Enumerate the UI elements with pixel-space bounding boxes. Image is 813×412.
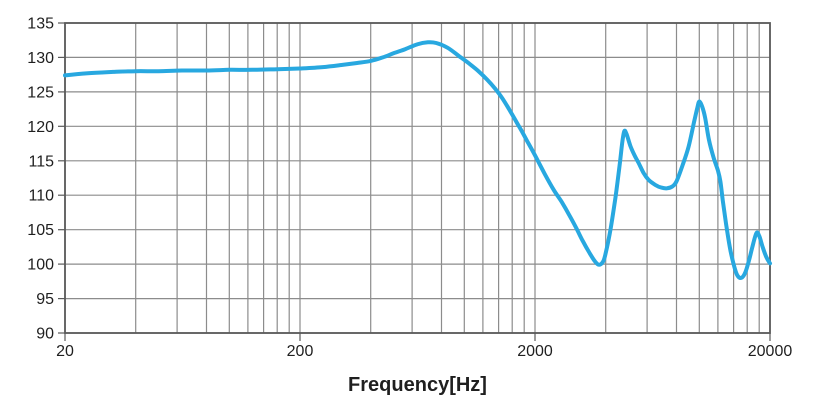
x-tick-label: 2000 xyxy=(517,343,553,360)
response-curve xyxy=(63,40,772,280)
y-tick-label: 90 xyxy=(36,326,54,343)
y-tick-label: 100 xyxy=(27,257,54,274)
y-tick-label: 135 xyxy=(27,16,54,33)
x-tick-label: 20000 xyxy=(748,343,793,360)
x-axis-title: Frequency[Hz] xyxy=(348,374,487,396)
y-tick-label: 110 xyxy=(28,188,54,205)
y-tick-label: 115 xyxy=(28,153,54,170)
y-tick-label: 95 xyxy=(36,291,54,308)
y-tick-label: 120 xyxy=(27,119,54,136)
x-tick-label: 20 xyxy=(56,343,74,360)
y-tick-label: 125 xyxy=(27,84,54,101)
y-tick-label: 130 xyxy=(27,50,54,67)
y-tick-label: 105 xyxy=(27,222,54,239)
x-tick-label: 200 xyxy=(287,343,314,360)
plot-border xyxy=(64,22,771,334)
